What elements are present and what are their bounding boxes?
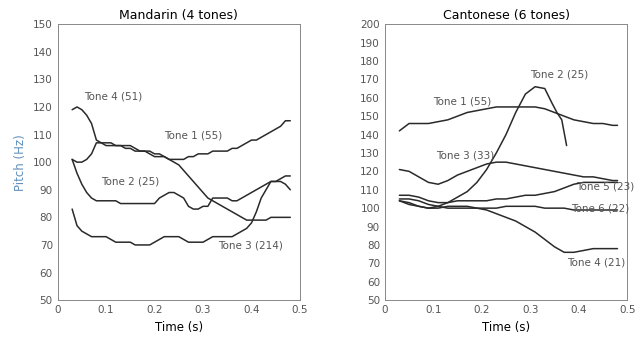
Text: Tone 1 (55): Tone 1 (55) [164, 130, 223, 140]
Title: Cantonese (6 tones): Cantonese (6 tones) [442, 9, 570, 22]
Text: Tone 3 (214): Tone 3 (214) [218, 240, 282, 250]
Text: Tone 4 (51): Tone 4 (51) [84, 91, 143, 101]
Text: Tone 3 (33): Tone 3 (33) [436, 150, 494, 160]
Text: Tone 4 (21): Tone 4 (21) [566, 257, 625, 267]
X-axis label: Time (s): Time (s) [482, 321, 530, 334]
Y-axis label: Pitch (Hz): Pitch (Hz) [15, 134, 28, 190]
Text: Tone 1 (55): Tone 1 (55) [433, 97, 492, 107]
Text: Tone 5 (23): Tone 5 (23) [576, 181, 634, 191]
Text: Tone 2 (25): Tone 2 (25) [531, 69, 589, 79]
Text: Tone 6 (22): Tone 6 (22) [572, 204, 630, 214]
Title: Mandarin (4 tones): Mandarin (4 tones) [119, 9, 238, 22]
X-axis label: Time (s): Time (s) [155, 321, 203, 334]
Text: Tone 2 (25): Tone 2 (25) [101, 177, 159, 187]
